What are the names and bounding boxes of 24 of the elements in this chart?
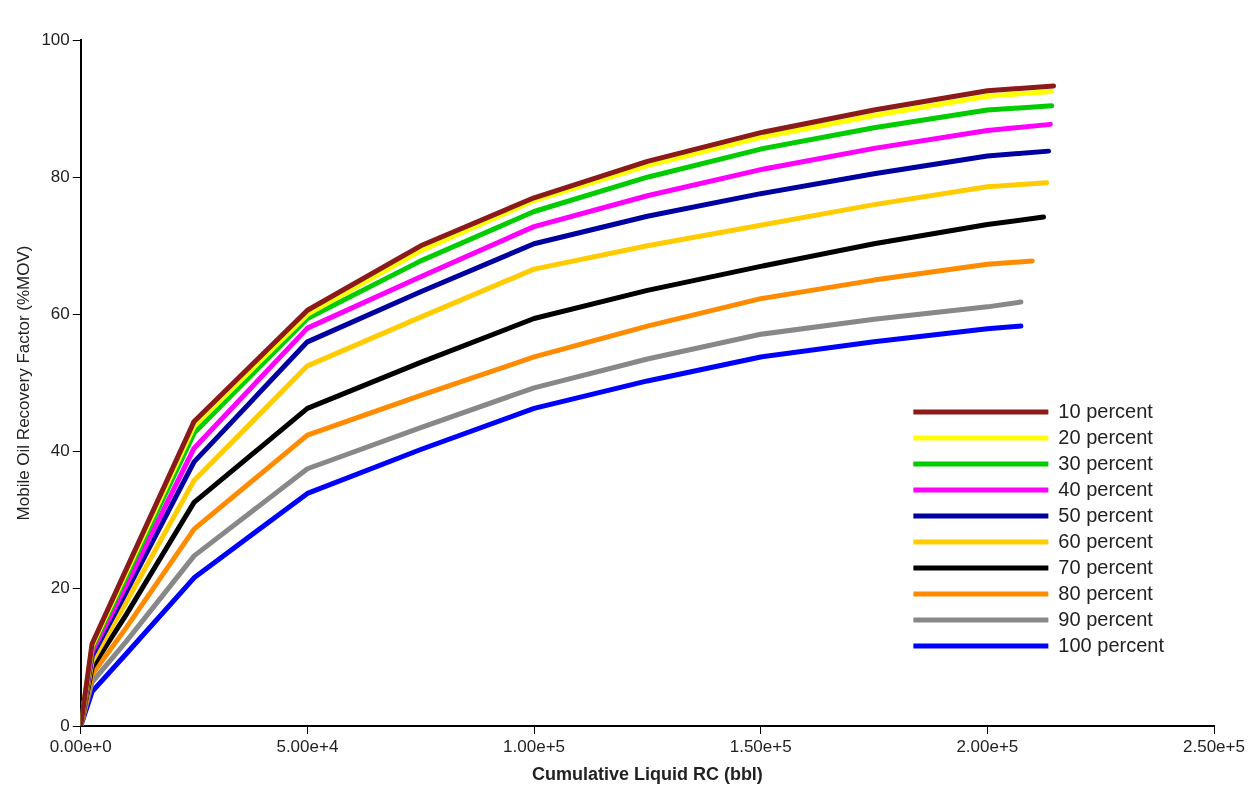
y-axis-title: Mobile Oil Recovery Factor (%MOV) (13, 245, 33, 521)
x-tick-label: 1.00e+5 (503, 736, 566, 756)
y-tick-label: 60 (50, 304, 70, 324)
y-tick-label: 0 (60, 715, 70, 735)
text: 10 percent (1058, 399, 1154, 422)
y-tick-label: 20 (50, 578, 70, 598)
text: 20 percent (1058, 425, 1154, 448)
text: 70 percent (1058, 555, 1154, 578)
text: 40 percent (1058, 477, 1154, 500)
x-tick-label: 0.00e+0 (49, 736, 112, 756)
x-tick-label: 1.50e+5 (729, 736, 792, 756)
text: 50 percent (1058, 503, 1154, 526)
text: 60 percent (1058, 529, 1154, 552)
x-axis-title: Cumulative Liquid RC (bbl) (531, 764, 763, 785)
x-tick-label: 2.50e+5 (1183, 736, 1245, 756)
y-tick-label: 40 (50, 441, 70, 461)
text: 80 percent (1058, 581, 1154, 604)
x-tick-label: 5.00e+4 (276, 736, 339, 756)
y-tick-label: 80 (50, 166, 70, 186)
x-tick-label: 2.00e+5 (956, 736, 1019, 756)
text: 100 percent (1058, 633, 1165, 656)
text: 30 percent (1058, 451, 1154, 474)
y-tick-label: 100 (41, 29, 70, 49)
text: 90 percent (1058, 607, 1154, 630)
